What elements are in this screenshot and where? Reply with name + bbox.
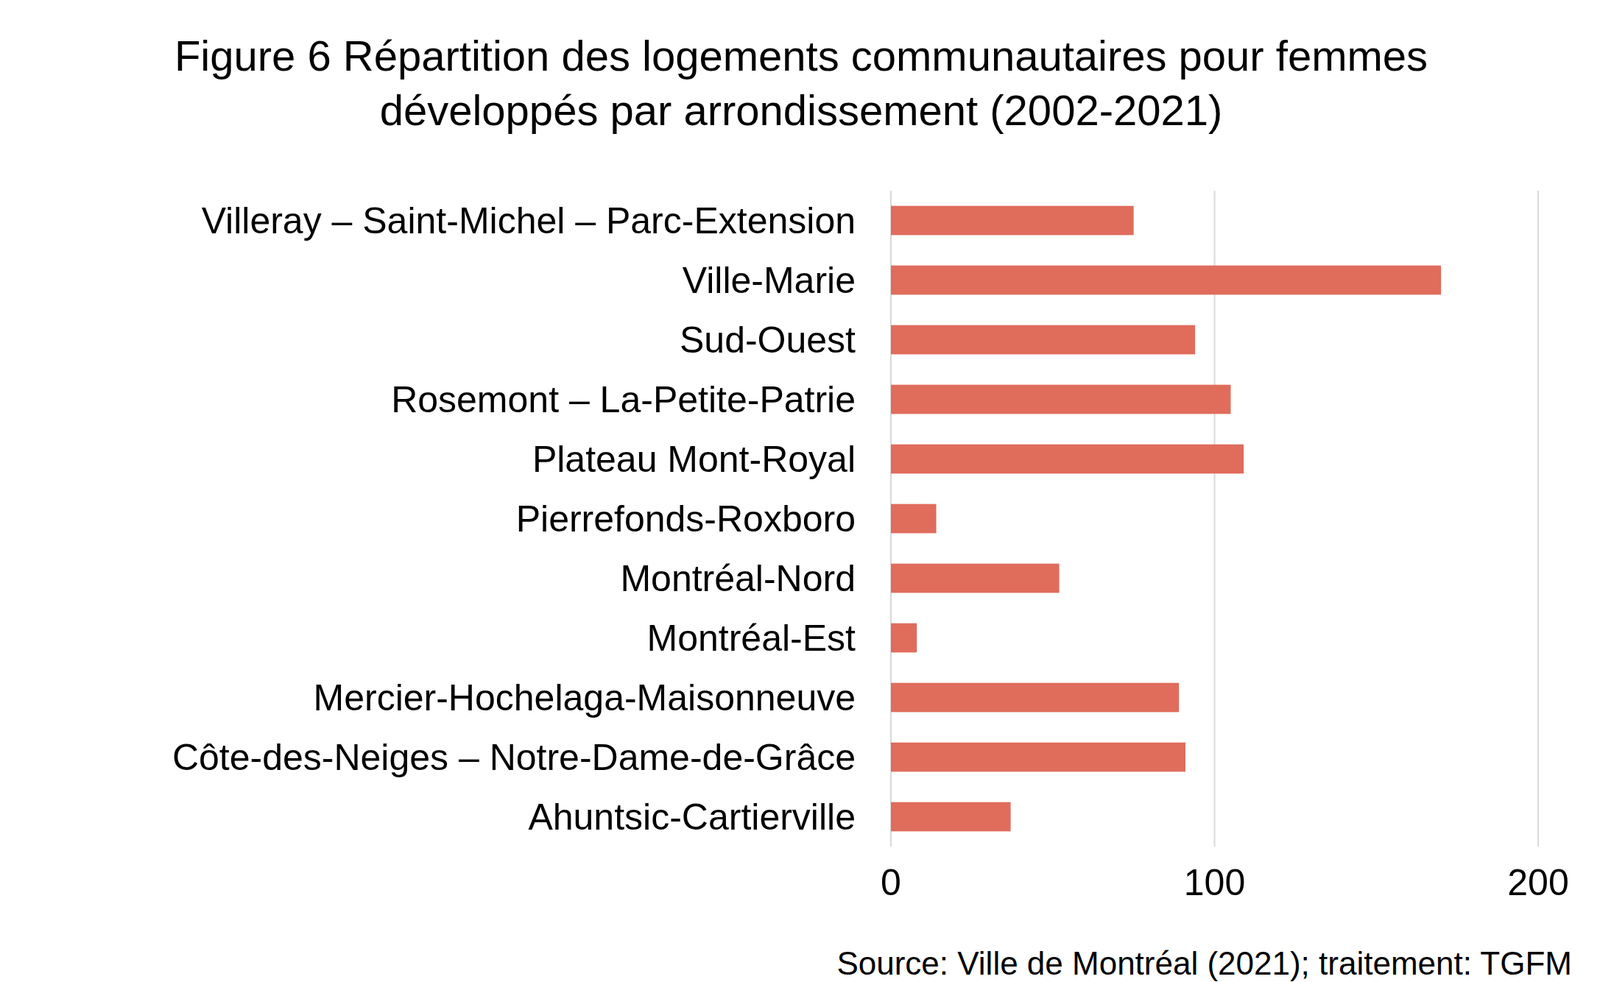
tick-label: 0 — [880, 862, 902, 904]
category-label: Pierrefonds-Roxboro — [516, 498, 856, 540]
category-label: Mercier-Hochelaga-Maisonneuve — [313, 677, 856, 719]
title-line: Figure 6 Répartition des logements commu… — [174, 31, 1428, 80]
category-label: Plateau Mont-Royal — [532, 438, 856, 481]
title-line: développés par arrondissement (2002-2021… — [379, 86, 1224, 135]
bar — [890, 564, 1060, 594]
title: Figure 6 Répartition des logements commu… — [174, 31, 1428, 135]
bar — [890, 444, 1244, 475]
tick-label: 100 — [1183, 862, 1246, 904]
grid — [890, 190, 1539, 847]
bars — [890, 206, 1441, 833]
bar — [890, 683, 1179, 713]
category-label: Montréal-Nord — [619, 558, 856, 600]
bar — [890, 504, 937, 534]
bar — [890, 385, 1231, 415]
bar — [890, 206, 1134, 236]
category-label: Ahuntsic-Cartierville — [527, 796, 856, 838]
category-label: Villeray – Saint-Michel – Parc-Extension — [201, 200, 856, 242]
category-label: Montréal-Est — [647, 617, 857, 659]
chart: Figure 6 Répartition des logements commu… — [0, 0, 1600, 982]
bar — [890, 742, 1186, 773]
category-label: Rosemont – La-Petite-Patrie — [390, 379, 856, 421]
category-label: Ville-Marie — [682, 259, 856, 302]
bar — [890, 623, 917, 654]
source: Source: Ville de Montréal (2021); traite… — [836, 945, 1573, 982]
category-label: Côte-des-Neiges – Notre-Dame-de-Grâce — [172, 737, 856, 779]
bar — [890, 265, 1441, 296]
category-label: Sud-Ouest — [679, 319, 856, 361]
bar — [890, 325, 1196, 355]
tick-label: 200 — [1507, 862, 1569, 904]
grid-line — [1537, 190, 1539, 847]
bar — [890, 802, 1011, 833]
